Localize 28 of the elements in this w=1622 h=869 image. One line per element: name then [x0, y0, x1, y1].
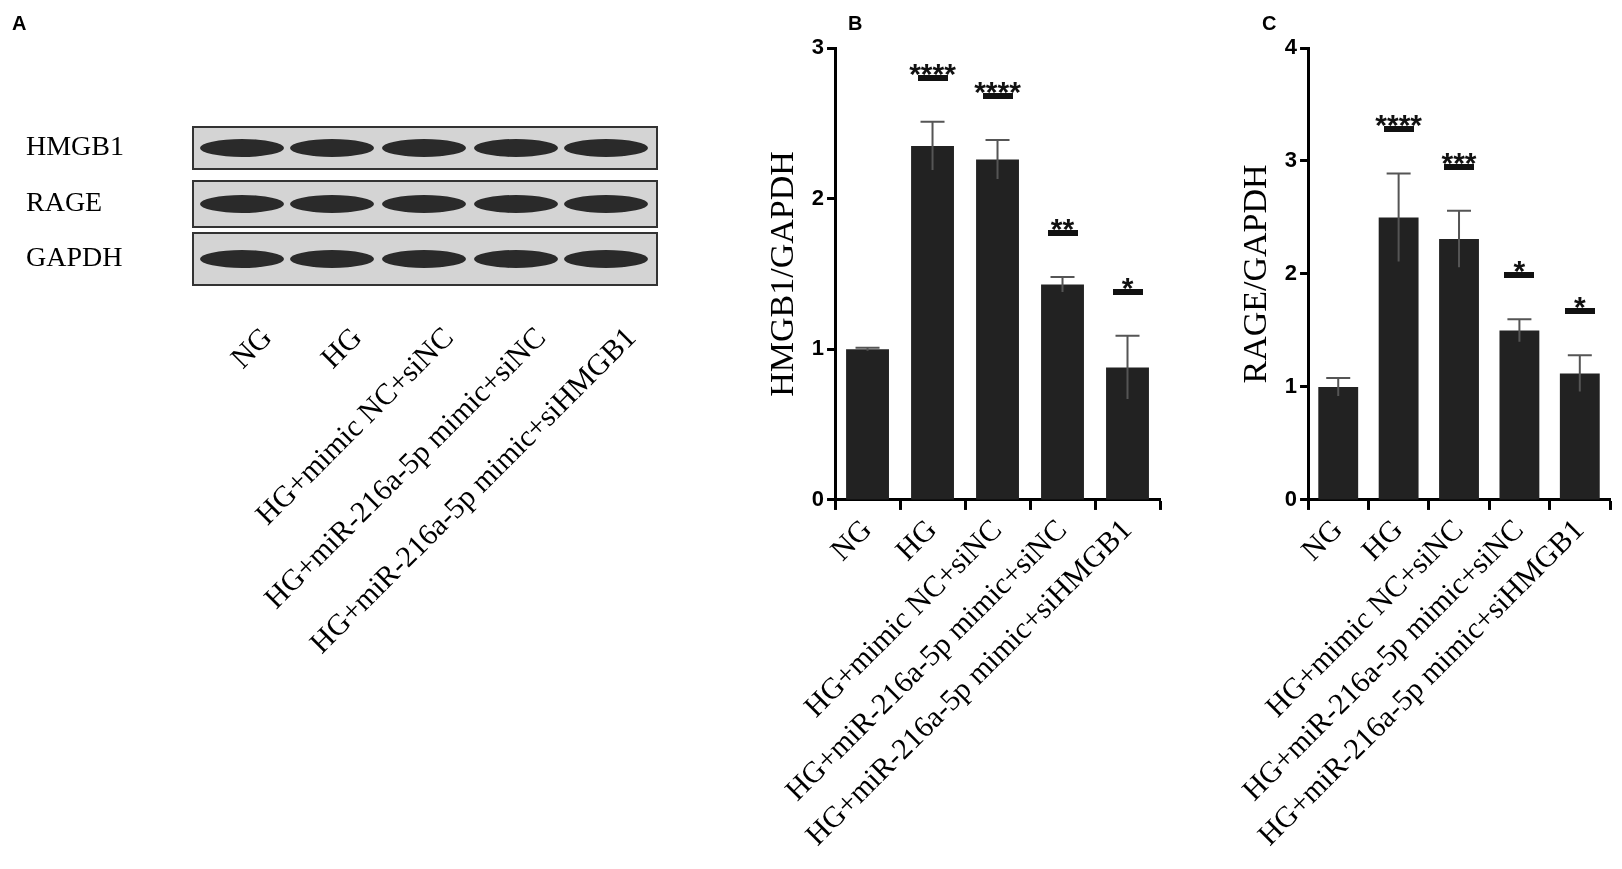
y-tick-label: 2: [811, 184, 825, 210]
annotation: ***: [1441, 145, 1477, 179]
chart-title: B: [848, 12, 863, 35]
y-axis-title: RAGE/GAPDH: [1236, 164, 1274, 384]
y-tick-label: 4: [1284, 34, 1298, 60]
annotation: **: [1050, 211, 1075, 245]
annotation: *: [1513, 254, 1526, 288]
y-tick-label: 0: [811, 486, 825, 512]
y-tick-label: 3: [811, 34, 825, 60]
text: A: [12, 12, 27, 35]
y-tick-label: 1: [811, 335, 825, 361]
annotation: ****: [909, 56, 957, 90]
y-tick-label: 0: [1284, 486, 1298, 512]
annotation: ****: [974, 74, 1022, 108]
y-axis-title: HMGB1/GAPDH: [763, 151, 801, 397]
y-tick-label: 1: [1284, 373, 1298, 399]
chart-title: C: [1262, 12, 1277, 35]
y-tick-label: 3: [1284, 147, 1298, 173]
category-label: RAGE: [26, 186, 103, 217]
y-tick-label: 2: [1284, 260, 1298, 286]
x-tick-label: NG: [823, 512, 878, 567]
x-tick-label: NG: [1294, 512, 1349, 567]
annotation: *: [1121, 270, 1134, 304]
annotation: ****: [1375, 108, 1423, 142]
category-label: HMGB1: [26, 130, 125, 161]
category-label: NG: [223, 320, 279, 375]
annotation: *: [1573, 290, 1586, 324]
category-label: GAPDH: [26, 241, 123, 272]
